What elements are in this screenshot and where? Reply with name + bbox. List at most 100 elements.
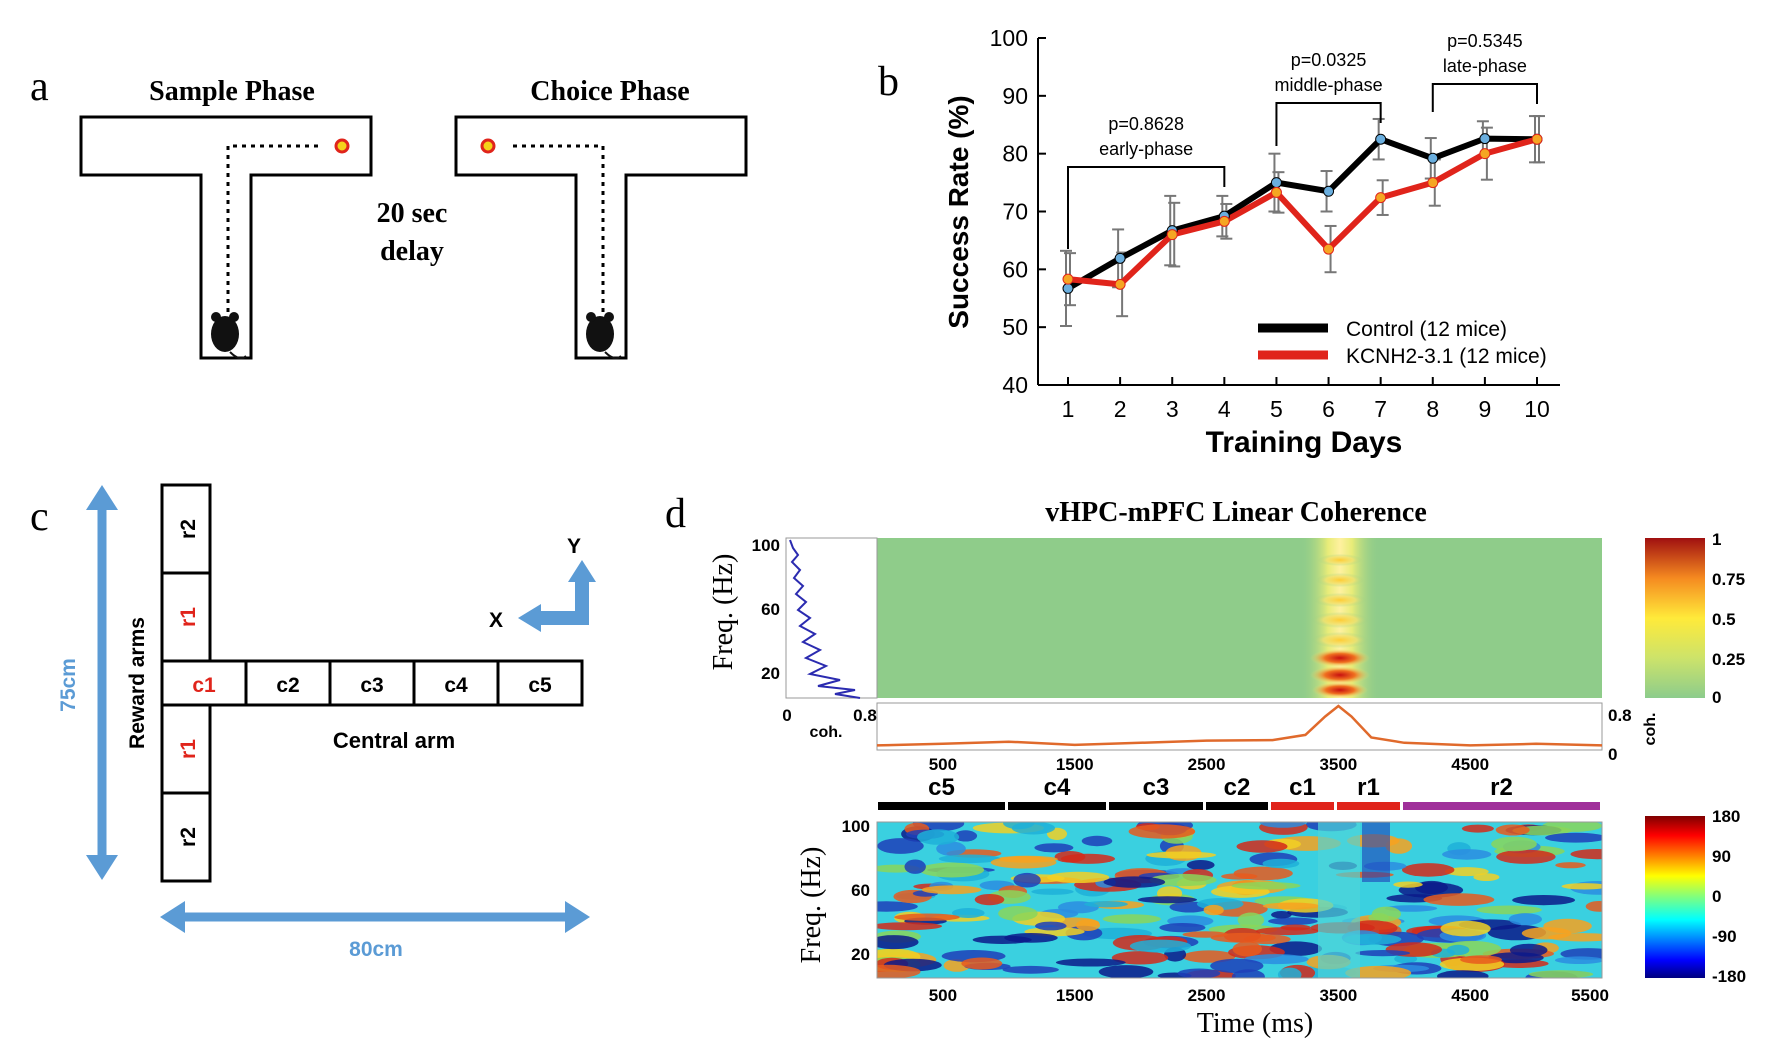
phase-heatmap-texture (1444, 867, 1489, 877)
height-label: 75cm (57, 658, 80, 712)
b-annotation-phase: late-phase (1443, 56, 1527, 76)
phase-heatmap-texture (1508, 913, 1542, 926)
phase-heatmap-texture (1182, 950, 1236, 963)
phase-heatmap-texture (1402, 863, 1455, 877)
phase-heatmap-texture (1277, 967, 1302, 978)
segment-label-c2: c2 (1224, 774, 1251, 801)
phase-heatmap-texture (1034, 843, 1074, 853)
phase-heatmap-texture (1221, 873, 1258, 880)
sample-maze (79, 115, 373, 360)
segment-bar-r2 (1403, 802, 1600, 810)
phase-heatmap-texture (1262, 858, 1300, 869)
phase-heatmap-texture (877, 964, 921, 978)
b-annotation-p: p=0.8628 (1108, 114, 1184, 134)
d-ylabel-bottom: Freq. (Hz) (796, 847, 827, 964)
phase-heatmap-texture (1461, 824, 1494, 833)
tick-top-100: 100 (752, 536, 780, 555)
cbar-bot-neg90: -90 (1712, 927, 1737, 946)
b-point (1218, 215, 1230, 227)
phase-heatmap-texture (1055, 958, 1126, 967)
bottom-xtick-label: 3500 (1319, 986, 1357, 1005)
b-ylabel: Success Rate (%) (943, 95, 974, 328)
phase-heatmap-texture (1259, 822, 1307, 828)
segment-bar-c2 (1206, 802, 1268, 810)
trace-coh-label: coh. (1642, 713, 1659, 746)
phase-heatmap-texture (1545, 832, 1602, 843)
cbar-bot-90: 90 (1712, 847, 1731, 866)
tick-bot-100: 100 (842, 817, 870, 836)
phase-heatmap-texture (1268, 917, 1318, 925)
phase-heatmap-texture (1081, 835, 1113, 847)
phase-heatmap-texture (1232, 941, 1263, 957)
panel-d-letter: d (665, 491, 686, 537)
b-xtick-label: 6 (1322, 396, 1335, 422)
cell-c3: c3 (360, 674, 383, 697)
phase-heatmap-texture (877, 838, 924, 854)
phase-heatmap-texture (1488, 952, 1544, 964)
top-xtick-label: 3500 (1319, 755, 1357, 774)
b-point (1323, 243, 1335, 255)
d-xlabel: Time (ms) (1197, 1008, 1313, 1039)
phase-heatmap-texture (1244, 954, 1309, 965)
phase-heatmap-texture (1035, 921, 1067, 931)
b-point (1062, 282, 1074, 294)
phase-heatmap (876, 821, 1603, 979)
b-annotation-p: p=0.0325 (1291, 50, 1367, 70)
choice-reward-dot (480, 138, 496, 154)
phase-heatmap-texture (917, 829, 960, 845)
width-label: 80cm (349, 938, 403, 961)
phase-heatmap-texture (954, 830, 978, 842)
phase-heatmap-texture (1011, 822, 1055, 835)
axes-arrows-icon (518, 560, 596, 632)
phase-heatmap-texture (936, 841, 966, 856)
b-xtick-label: 9 (1478, 396, 1491, 422)
b-xtick-label: 1 (1062, 396, 1075, 422)
axis-x-label: X (489, 609, 503, 632)
cbar-top-075: 0.75 (1712, 570, 1745, 589)
phase-heatmap-texture (1031, 888, 1074, 895)
reward-arms-label: Reward arms (126, 617, 149, 749)
phase-heatmap-texture (1528, 970, 1594, 978)
mouse-icon (211, 312, 247, 360)
cbar-bot-180: 180 (1712, 807, 1740, 826)
phase-heatmap-texture (877, 901, 918, 912)
b-annotation-bracket (1067, 166, 1226, 249)
phase-heatmap-texture (990, 856, 1057, 869)
phase-heatmap-texture (1004, 933, 1058, 943)
phase-heatmap-texture (1423, 893, 1495, 906)
sample-reward-dot (334, 138, 350, 154)
legend-label-control: Control (12 mice) (1346, 318, 1507, 341)
top-xtick-label: 500 (929, 755, 957, 774)
b-point (1270, 177, 1282, 189)
phase-heatmap-texture (1182, 931, 1229, 938)
b-ytick-label: 100 (990, 25, 1028, 51)
b-ytick-label: 80 (1002, 141, 1028, 167)
bottom-xtick-label: 2500 (1188, 986, 1226, 1005)
freq-profile-line (789, 539, 861, 699)
phase-heatmap-texture (1137, 896, 1197, 904)
phase-locked-band (1362, 822, 1390, 882)
b-annotation-p: p=0.5345 (1447, 31, 1523, 51)
phase-heatmap-texture (974, 894, 1005, 906)
top-xtick-label: 4500 (1451, 755, 1489, 774)
phase-heatmap-texture (1393, 881, 1423, 888)
tick-bot-60: 60 (851, 881, 870, 900)
b-ytick-label: 50 (1002, 314, 1028, 340)
b-annotation-bracket (1431, 83, 1538, 112)
phase-heatmap-texture (919, 862, 985, 878)
b-xtick-label: 4 (1218, 396, 1231, 422)
panel-a-letter: a (30, 64, 49, 110)
segment-bar-r1 (1337, 802, 1400, 810)
phase-heatmap-texture (1236, 840, 1288, 853)
phase-heatmap-texture (1210, 958, 1264, 974)
bottom-x-ticks: 500 1500 2500 3500 4500 5500 (929, 986, 1609, 1005)
phase-heatmap-texture (1262, 902, 1320, 910)
segment-label-r1: r1 (1357, 774, 1380, 801)
phase-heatmap-texture (1440, 920, 1491, 937)
phase-heatmap-texture (938, 854, 1001, 864)
phase-heatmap-texture (921, 885, 982, 895)
phase-heatmap-texture (1186, 860, 1215, 870)
height-arrow (86, 485, 118, 880)
segment-bars: c5 c4 c3 c2 c1 r1 r2 (878, 774, 1600, 810)
b-ytick-label: 60 (1002, 256, 1028, 282)
